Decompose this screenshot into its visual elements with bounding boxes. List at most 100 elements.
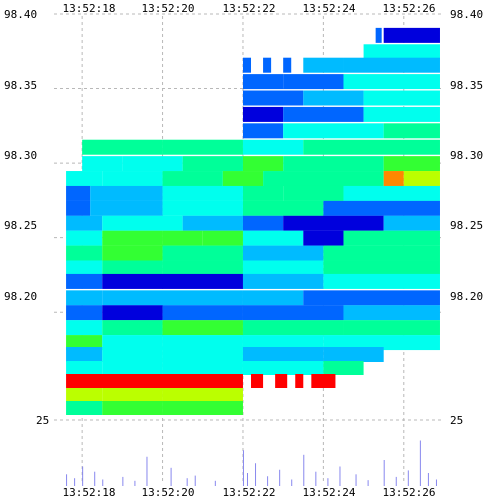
heat-cell-15-2: [162, 260, 243, 276]
volume-bar-26: [407, 470, 409, 486]
volume-bar-13: [246, 473, 248, 486]
heat-cell-19-2: [162, 320, 243, 336]
heat-cell-12-1: [102, 215, 183, 231]
heat-cell-19-1: [102, 320, 163, 336]
volume-bar-24: [383, 460, 385, 486]
heat-cell-19-0: [66, 320, 103, 336]
heat-cell-16-1: [102, 273, 243, 289]
x-tick-bottom-0: 13:52:18: [63, 486, 116, 499]
heat-cell-2-4: [343, 57, 440, 73]
lower-cell-2-0: [66, 388, 103, 402]
heat-cell-19-4: [343, 320, 440, 336]
lower-cell-1-2: [275, 374, 288, 388]
heat-cell-15-0: [66, 260, 103, 276]
heat-cell-7-2: [242, 139, 304, 155]
heat-cell-9-5: [383, 171, 404, 187]
heat-cell-8-0: [82, 156, 123, 172]
volume-bar-5: [122, 476, 124, 486]
heat-cell-21-2: [162, 347, 243, 362]
volume-bar-27: [419, 440, 421, 486]
heat-cell-2-1: [263, 57, 272, 73]
volume-bar-7: [146, 456, 148, 486]
y-tick-right-2: 98.30: [450, 149, 483, 162]
y-tick-left-3: 98.25: [4, 219, 37, 232]
heat-cell-10-1: [90, 185, 163, 201]
heat-cell-9-3: [222, 171, 264, 187]
heat-cell-18-1: [102, 305, 163, 321]
x-tick-bottom-4: 13:52:26: [383, 486, 436, 499]
heat-cell-17-3: [303, 290, 440, 306]
heat-cell-21-3: [242, 347, 324, 362]
x-tick-top-2: 13:52:22: [223, 2, 276, 15]
heat-cell-12-2: [182, 215, 243, 231]
heat-cell-17-2: [242, 290, 304, 306]
heat-cell-14-0: [66, 245, 103, 261]
heat-cell-3-2: [343, 74, 440, 90]
lower-cell-0-4: [323, 361, 364, 375]
heat-cell-11-4: [323, 200, 440, 216]
x-tick-bottom-2: 13:52:22: [223, 486, 276, 499]
heat-cell-10-0: [66, 185, 91, 201]
y-tick-left-1: 98.35: [4, 79, 37, 92]
heat-cell-2-2: [283, 57, 292, 73]
heat-cell-14-1: [102, 245, 163, 261]
heat-cell-0-1: [375, 27, 382, 43]
heat-cell-7-0: [82, 139, 163, 155]
heat-cell-21-4: [323, 347, 384, 362]
lower-cell-3-0: [66, 401, 103, 415]
volume-bar-6: [134, 480, 136, 486]
heat-cell-8-3: [242, 156, 284, 172]
heat-cell-9-2: [162, 171, 223, 187]
volume-bar-14: [255, 463, 257, 486]
lower-cell-1-0: [66, 374, 243, 388]
heat-cell-14-2: [162, 245, 243, 261]
y-tick-left-0: 98.40: [4, 8, 37, 21]
heat-cell-8-4: [283, 156, 384, 172]
lower-cell-0-2: [162, 361, 243, 375]
heat-cell-6-0: [242, 123, 284, 139]
x-tick-top-1: 13:52:20: [142, 2, 195, 15]
volume-bar-17: [291, 479, 293, 486]
volume-bar-3: [94, 471, 96, 486]
x-tick-top-3: 13:52:24: [303, 2, 356, 15]
heat-cell-5-2: [363, 106, 440, 122]
heat-cell-18-3: [242, 305, 344, 321]
volume-bar-12: [242, 450, 244, 486]
volume-tick-left: 25: [36, 414, 49, 427]
volume-bar-10: [194, 475, 196, 486]
volume-bar-25: [395, 476, 397, 486]
heat-cell-14-3: [242, 245, 324, 261]
x-tick-bottom-1: 13:52:20: [142, 486, 195, 499]
heat-cell-4-1: [303, 90, 364, 106]
heat-cell-16-0: [66, 273, 103, 289]
heat-cell-13-6: [343, 230, 440, 246]
y-tick-right-3: 98.25: [450, 219, 483, 232]
x-tick-top-0: 13:52:18: [63, 2, 116, 15]
volume-bar-21: [339, 466, 341, 486]
heat-cell-12-0: [66, 215, 103, 231]
heat-cell-3-1: [283, 74, 344, 90]
heat-cell-20-1: [102, 335, 163, 351]
heat-cell-9-6: [403, 171, 440, 187]
volume-bar-9: [186, 478, 188, 486]
x-tick-top-4: 13:52:26: [383, 2, 436, 15]
lower-cell-1-4: [311, 374, 336, 388]
y-tick-left-4: 98.20: [4, 290, 37, 303]
heat-cell-18-2: [162, 305, 243, 321]
volume-bar-23: [367, 480, 369, 486]
lower-cell-2-1: [102, 388, 163, 402]
heat-cell-0-0: [383, 27, 440, 43]
volume-bars: [66, 440, 437, 486]
heat-cell-13-5: [303, 230, 344, 246]
heat-cell-11-2: [162, 200, 243, 216]
heat-cell-5-0: [242, 106, 284, 122]
heat-cell-19-3: [242, 320, 344, 336]
heat-cell-21-0: [66, 347, 103, 362]
heat-cell-18-4: [343, 305, 440, 321]
lower-cell-0-1: [102, 361, 163, 375]
heat-cell-13-1: [102, 230, 163, 246]
volume-bar-18: [303, 454, 305, 486]
volume-bar-15: [267, 476, 269, 486]
heat-cell-15-3: [242, 260, 324, 276]
heat-cell-13-2: [162, 230, 203, 246]
